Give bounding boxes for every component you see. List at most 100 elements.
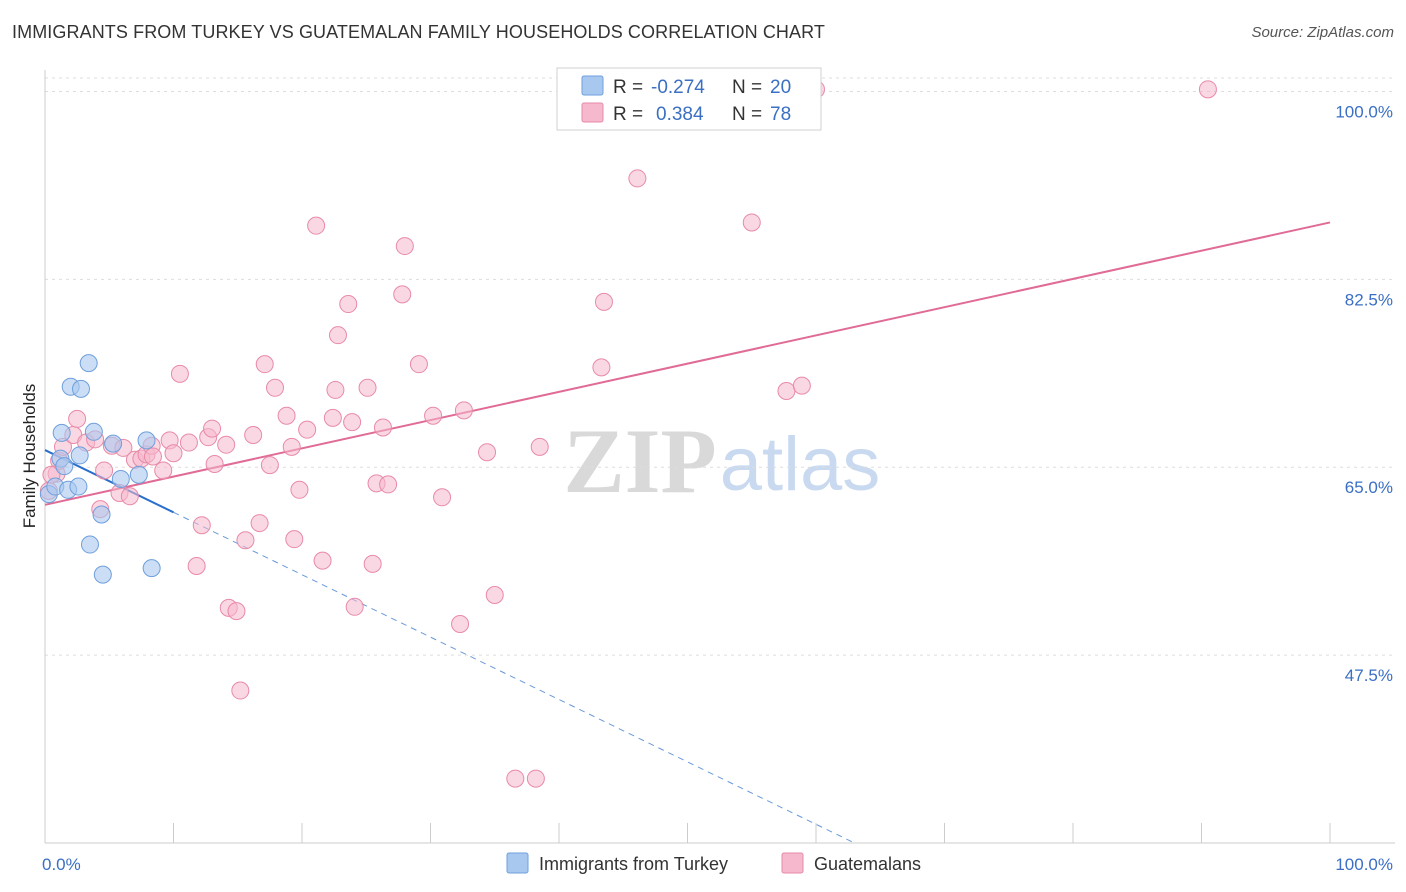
point-guatemalans — [154, 461, 173, 480]
point-guatemalans — [526, 769, 545, 788]
point-guatemalans — [95, 461, 114, 480]
point-guatemalans — [393, 285, 412, 304]
point-guatemalans — [285, 530, 304, 549]
legend-r-label-guatemalans: R = — [613, 104, 643, 125]
point-guatemalans — [68, 409, 87, 428]
point-guatemalans — [792, 376, 811, 395]
legend-n-value-guatemalans: 78 — [770, 104, 791, 125]
legend-r-value-turkey: -0.274 — [651, 77, 705, 98]
point-guatemalans — [205, 455, 224, 474]
point-turkey — [69, 477, 88, 496]
y-tick-label: 82.5% — [1345, 290, 1393, 309]
point-turkey — [71, 379, 90, 398]
point-guatemalans — [592, 358, 611, 377]
point-guatemalans — [451, 614, 470, 633]
point-guatemalans — [217, 435, 236, 454]
legend-n-label-turkey: N = — [732, 77, 762, 98]
x-tick-label-end: 100.0% — [1335, 855, 1393, 874]
y-tick-label: 100.0% — [1335, 102, 1393, 121]
point-turkey — [93, 565, 112, 584]
point-guatemalans — [170, 364, 189, 383]
point-guatemalans — [530, 437, 549, 456]
point-guatemalans — [395, 237, 414, 256]
point-turkey — [70, 446, 89, 465]
y-axis-label: Family Households — [20, 384, 39, 529]
x-tick-label-start: 0.0% — [42, 855, 81, 874]
point-turkey — [92, 505, 111, 524]
point-guatemalans — [358, 378, 377, 397]
point-turkey — [111, 470, 130, 489]
y-tick-label: 65.0% — [1345, 478, 1393, 497]
point-guatemalans — [339, 295, 358, 314]
bottom-legend-swatch-guatemalans — [781, 852, 804, 874]
point-guatemalans — [282, 437, 301, 456]
point-turkey — [137, 431, 156, 450]
trend-line-turkey-extension — [173, 511, 855, 844]
bottom-legend-swatch-turkey — [506, 852, 529, 874]
point-guatemalans — [1198, 80, 1217, 99]
point-guatemalans — [277, 406, 296, 425]
data-points — [39, 80, 1217, 788]
point-guatemalans — [143, 447, 162, 466]
point-guatemalans — [373, 418, 392, 437]
trend-line-guatemalans — [44, 221, 1331, 506]
point-guatemalans — [343, 413, 362, 432]
bottom-legend-label-guatemalans: Guatemalans — [814, 854, 921, 874]
point-turkey — [79, 354, 98, 373]
point-turkey — [52, 423, 71, 442]
point-turkey — [104, 434, 123, 453]
point-guatemalans — [424, 406, 443, 425]
grid — [45, 77, 1395, 656]
point-guatemalans — [260, 456, 279, 475]
y-tick-label: 47.5% — [1345, 666, 1393, 685]
point-guatemalans — [478, 443, 497, 462]
watermark-atlas: atlas — [720, 422, 881, 507]
x-tick-labels: 0.0% 100.0% — [42, 855, 1393, 874]
point-guatemalans — [363, 554, 382, 573]
point-guatemalans — [506, 769, 525, 788]
point-guatemalans — [307, 216, 326, 235]
source-credit: Source: ZipAtlas.com — [1251, 24, 1394, 41]
point-guatemalans — [231, 681, 250, 700]
point-guatemalans — [164, 444, 183, 463]
point-guatemalans — [594, 292, 613, 311]
point-guatemalans — [313, 551, 332, 570]
bottom-legend-label-turkey: Immigrants from Turkey — [539, 854, 728, 874]
point-guatemalans — [298, 420, 317, 439]
y-tick-labels: 47.5% 65.0% 82.5% 100.0% — [1335, 102, 1393, 685]
point-guatemalans — [244, 426, 263, 445]
point-guatemalans — [777, 382, 796, 401]
point-guatemalans — [290, 480, 309, 499]
point-guatemalans — [227, 602, 246, 621]
point-guatemalans — [485, 585, 504, 604]
point-guatemalans — [255, 355, 274, 374]
point-turkey — [55, 457, 74, 476]
point-guatemalans — [409, 355, 428, 374]
point-turkey — [129, 465, 148, 484]
point-guatemalans — [326, 380, 345, 399]
legend-top: R = -0.274 N = 20 R = 0.384 N = 78 — [556, 67, 822, 131]
legend-swatch-turkey — [581, 75, 604, 96]
point-turkey — [80, 535, 99, 554]
point-guatemalans — [192, 516, 211, 535]
point-guatemalans — [433, 488, 452, 507]
legend-bottom: Immigrants from Turkey Guatemalans — [506, 852, 921, 874]
point-guatemalans — [203, 419, 222, 438]
axes — [44, 70, 1395, 844]
point-guatemalans — [266, 378, 285, 397]
point-guatemalans — [120, 487, 139, 506]
legend-r-label-turkey: R = — [613, 77, 643, 98]
watermark-zip: ZIP — [563, 410, 716, 512]
point-guatemalans — [742, 213, 761, 232]
point-guatemalans — [187, 557, 206, 576]
legend-n-label-guatemalans: N = — [732, 104, 762, 125]
point-guatemalans — [628, 169, 647, 188]
legend-n-value-turkey: 20 — [770, 77, 791, 98]
legend-r-value-guatemalans: 0.384 — [656, 104, 704, 125]
point-guatemalans — [179, 433, 198, 452]
trend-lines — [44, 221, 1331, 844]
point-turkey — [142, 559, 161, 578]
point-guatemalans — [379, 475, 398, 494]
point-guatemalans — [250, 514, 269, 533]
